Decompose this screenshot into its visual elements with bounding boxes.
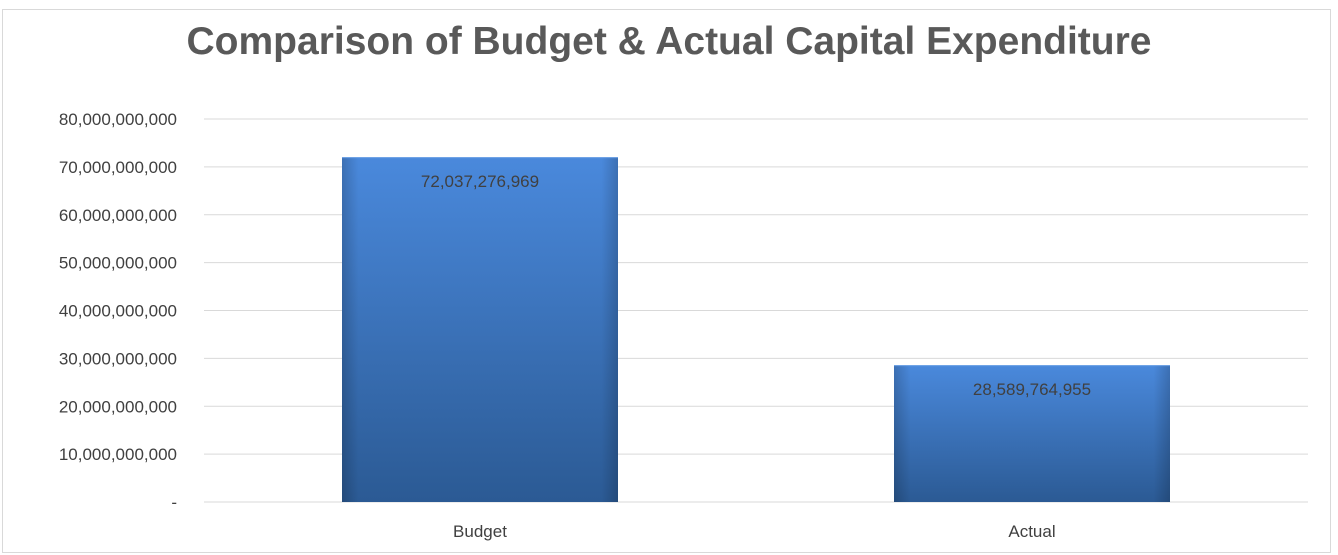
y-tick-label: 20,000,000,000 [59,397,177,416]
y-axis-ticks: - 10,000,000,000 20,000,000,000 30,000,000,… [59,110,177,512]
y-tick-label: 10,000,000,000 [59,445,177,464]
y-tick-label: 50,000,000,000 [59,254,177,273]
data-label: 72,037,276,969 [421,172,539,191]
bar-actual [894,365,1170,502]
x-axis-ticks: Budget Actual [453,522,1056,541]
y-tick-label: 80,000,000,000 [59,110,177,129]
chart-title: Comparison of Budget & Actual Capital Ex… [186,20,1152,63]
y-tick-label: 40,000,000,000 [59,302,177,321]
y-tick-label: - [171,493,177,512]
x-tick-label: Actual [1008,522,1055,541]
bar-shading [894,365,1170,502]
y-tick-label: 70,000,000,000 [59,158,177,177]
bars [342,157,1170,503]
x-tick-label: Budget [453,522,507,541]
data-label: 28,589,764,955 [973,380,1091,399]
y-tick-label: 30,000,000,000 [59,349,177,368]
y-tick-label: 60,000,000,000 [59,206,177,225]
bar-shading [342,157,618,503]
data-labels: 72,037,276,969 28,589,764,955 [421,172,1091,399]
bar-budget [342,157,618,503]
